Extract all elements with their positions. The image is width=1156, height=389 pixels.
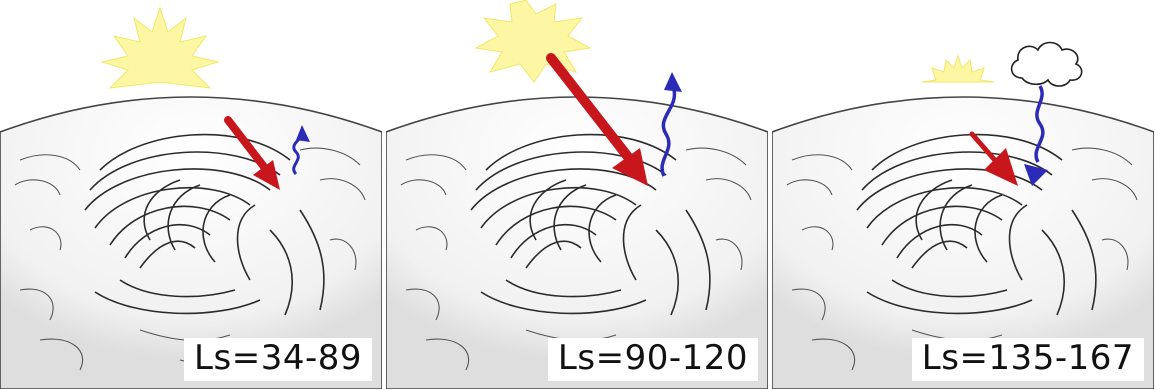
blue-wavy-arrow-icon [292, 125, 310, 176]
panel-ls-90-120: Ls=90-120 [386, 0, 768, 389]
cloud-icon [1010, 41, 1083, 87]
panel-2-drawing [386, 0, 768, 389]
red-arrow-icon [969, 131, 1018, 186]
sun-icon [100, 6, 220, 89]
sun-icon [474, 0, 592, 83]
red-arrow-icon [224, 116, 280, 190]
panel-1-drawing [0, 6, 382, 389]
red-arrow-icon [546, 53, 648, 186]
blue-wavy-arrow-icon [660, 72, 682, 177]
ls-range-label: Ls=135-167 [911, 337, 1144, 381]
ls-range-label: Ls=34-89 [184, 337, 372, 381]
blue-wavy-arrow-icon [1024, 85, 1048, 186]
panel-ls-34-89: Ls=34-89 [0, 0, 382, 389]
ls-range-label: Ls=90-120 [547, 337, 758, 381]
panel-3-drawing [772, 41, 1154, 389]
panel-ls-135-167: Ls=135-167 [772, 0, 1154, 389]
sun-icon [921, 54, 995, 83]
